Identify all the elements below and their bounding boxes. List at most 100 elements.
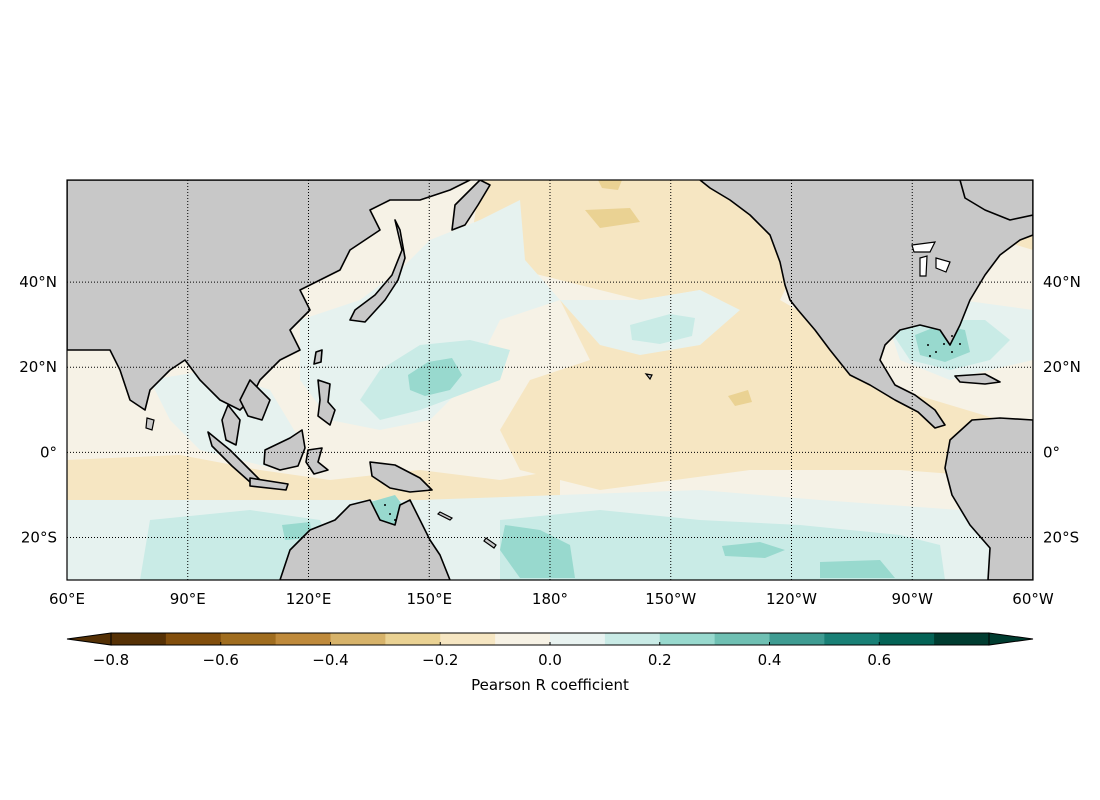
central-pacific-moderate-positive (630, 314, 695, 344)
southeast-pacific-positive-core (722, 542, 785, 558)
stipple-dot (384, 504, 386, 506)
great-lakes (911, 241, 951, 277)
colorbar-segment (550, 633, 606, 645)
negative-correlation-cores (585, 180, 752, 406)
stipple-dot (959, 343, 961, 345)
latitude-label-right: 0° (1043, 443, 1060, 461)
stipple-dot (927, 344, 929, 346)
stipple-dot (951, 351, 953, 353)
longitude-label: 90°E (170, 590, 206, 608)
colorbar-segment (769, 633, 825, 645)
land-masses (67, 180, 1033, 580)
colorbar-tick-label: 0.4 (758, 651, 782, 669)
longitude-label: 90°W (892, 590, 934, 608)
latitude-label-left: 20°N (19, 358, 57, 376)
sulawesi-island (305, 447, 329, 475)
colorbar-tick-label: −0.8 (93, 651, 129, 669)
colorbar-segment (934, 633, 990, 645)
latitude-label-right: 20°S (1043, 528, 1079, 546)
indochina-peninsula (239, 379, 271, 421)
colorbar-tick-label: −0.4 (312, 651, 348, 669)
colorbar-tick-label: 0.0 (538, 651, 562, 669)
colorbar-segment (714, 633, 770, 645)
stipple-dot (389, 513, 391, 515)
stipple-dot (394, 519, 396, 521)
new-caledonia-island (483, 537, 497, 549)
hawaii-island (644, 373, 653, 381)
colorbar-ticks: −0.8 −0.6 −0.4 −0.2 0.0 0.2 0.4 0.6 (93, 642, 891, 669)
australia-continent (279, 499, 451, 580)
greenland-edge (959, 180, 1033, 221)
colorbar-segment (495, 633, 551, 645)
south-pacific-positive-core (500, 525, 575, 578)
colorbar-segment (385, 633, 441, 645)
colorbar-segment (330, 633, 386, 645)
colorbar-over-extension (988, 632, 1034, 646)
longitude-label: 120°W (766, 590, 817, 608)
significance-stippling (384, 335, 961, 521)
java-island (249, 477, 289, 491)
aleutian-negative-core (598, 180, 622, 190)
stipple-dot (929, 355, 931, 357)
tropical-pacific-negative-core (728, 390, 752, 406)
stipple-dot (951, 335, 953, 337)
latitude-label-right: 20°N (1043, 358, 1081, 376)
map-panel: 40°N 20°N 0° 20°S 40°N 20°N 0° 20°S 60°E 90°E 12… (19, 179, 1081, 608)
colorbar-under-extension (66, 632, 112, 646)
longitude-label: 150°W (645, 590, 696, 608)
colorbar-segment (659, 633, 716, 645)
latitude-labels-left: 40°N 20°N 0° 20°S (19, 273, 57, 546)
colorbar-segment (220, 633, 277, 645)
map-frame (66, 179, 1034, 581)
colorbar-tick-label: 0.2 (648, 651, 672, 669)
malay-peninsula (221, 404, 241, 446)
solomon-islands (436, 511, 454, 521)
kamchatka-peninsula (451, 180, 491, 231)
lake-michigan (919, 255, 928, 277)
north-america-landmass (699, 180, 1033, 429)
west-pacific-positive-field (300, 200, 560, 430)
cuba-island (954, 373, 1001, 385)
colorbar-segment (824, 633, 880, 645)
longitude-label: 150°E (406, 590, 452, 608)
south-america-landmass (944, 417, 1033, 580)
lake-superior (911, 241, 937, 253)
colorbar-segment (440, 633, 496, 645)
longitude-label: 60°W (1012, 590, 1054, 608)
small-islands (145, 373, 653, 549)
peru-positive-core (820, 560, 895, 578)
graticule (67, 180, 1033, 580)
stipple-dot (935, 351, 937, 353)
colorbar-label: Pearson R coefficient (471, 676, 629, 694)
longitude-label: 60°E (49, 590, 85, 608)
colorbar-tick-label: −0.2 (422, 651, 458, 669)
stipple-dot (943, 343, 945, 345)
latitude-labels-right: 40°N 20°N 0° 20°S (1043, 273, 1081, 546)
colorbar-tick-label: −0.6 (203, 651, 239, 669)
lake-huron (935, 257, 951, 273)
latitude-label-right: 40°N (1043, 273, 1081, 291)
eurasia-landmass (67, 180, 471, 411)
latitude-label-left: 20°S (21, 528, 57, 546)
colorbar-segment (165, 633, 222, 645)
north-pacific-negative-core (585, 208, 640, 228)
colorbar-segment (604, 633, 661, 645)
latitude-label-left: 0° (40, 443, 57, 461)
sri-lanka-island (145, 417, 155, 431)
colorbar-segment (275, 633, 331, 645)
new-guinea-island (369, 461, 433, 493)
longitude-label: 120°E (286, 590, 332, 608)
taiwan-island (313, 349, 323, 365)
borneo-island (263, 429, 306, 471)
japan-islands (349, 219, 406, 323)
colorbar-segment (879, 633, 935, 645)
colorbar-tick-label: 0.6 (867, 651, 891, 669)
longitude-labels: 60°E 90°E 120°E 150°E 180° 150°W 120°W 90°W 60°W (49, 590, 1054, 608)
longitude-label: 180° (532, 590, 568, 608)
north-pacific-negative-field (470, 180, 800, 310)
equatorial-negative-band (67, 455, 560, 500)
colorbar-segment (111, 633, 167, 645)
latitude-label-left: 40°N (19, 273, 57, 291)
philippines-islands (317, 379, 336, 426)
